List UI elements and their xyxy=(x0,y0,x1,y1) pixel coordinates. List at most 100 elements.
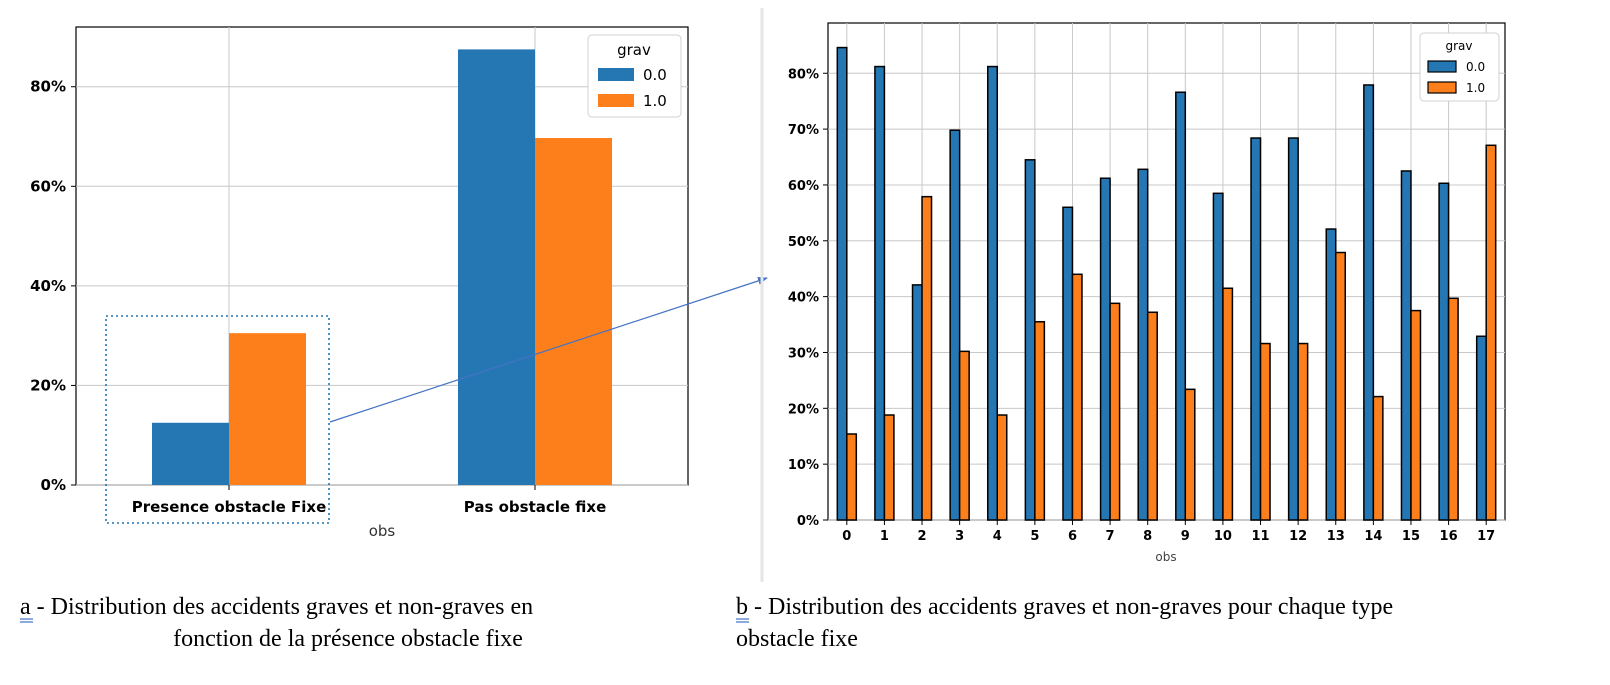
chart-b-bar-10-grav-0 xyxy=(1212,192,1224,521)
chart-b-bar-9-grav-1 xyxy=(1184,388,1196,521)
chart-b-bar-4-grav-0 xyxy=(987,65,998,521)
chart-b-xtick-label-13: 13 xyxy=(1327,529,1345,544)
chart-a-ytick-label-40: 40% xyxy=(30,277,66,295)
chart-b-bar-11-grav-1 xyxy=(1259,342,1271,521)
chart-b-xtick-label-9: 9 xyxy=(1181,529,1190,544)
chart-b-bar-13-grav-1 xyxy=(1335,251,1346,521)
chart-b-legend: grav 0.0 1.0 xyxy=(1419,32,1500,102)
chart-b-ytick-label-60: 60% xyxy=(788,179,819,194)
chart-b-bar-7-grav-0 xyxy=(1099,177,1111,521)
chart-b-bar-8-grav-1 xyxy=(1146,311,1158,521)
chart-b-bar-6-grav-0 xyxy=(1062,206,1074,521)
chart-a-bar-pas-obstacle-fixe-grav-0 xyxy=(458,49,535,486)
chart-a-bars xyxy=(152,49,612,486)
chart-b-bar-17-grav-1 xyxy=(1485,144,1497,521)
chart-b-legend-swatch-1 xyxy=(1427,81,1457,94)
chart-b-bar-11-grav-0 xyxy=(1250,137,1262,521)
chart-b-bar-15-grav-1 xyxy=(1410,309,1422,521)
chart-b-bar-2-grav-0 xyxy=(911,284,923,521)
chart-b-bar-12-grav-1 xyxy=(1297,342,1309,521)
chart-b-xtick-label-7: 7 xyxy=(1106,529,1115,544)
chart-a-legend-swatch-0 xyxy=(598,68,634,81)
connector-arrow xyxy=(329,277,768,423)
chart-b-y-ticks: 0% 10% 20% 30% 40% 50% 60% 70% 80% xyxy=(788,67,828,529)
chart-b-ytick-label-50: 50% xyxy=(788,235,819,250)
chart-b-legend-label-1: 1.0 xyxy=(1466,81,1485,95)
chart-b-ytick-label-70: 70% xyxy=(788,123,819,138)
chart-b-xtick-label-8: 8 xyxy=(1143,529,1152,544)
chart-b-bar-6-grav-1 xyxy=(1071,273,1083,521)
chart-b-xtick-label-12: 12 xyxy=(1289,529,1307,544)
chart-a-legend-label-0: 0.0 xyxy=(643,66,667,84)
chart-b-bar-9-grav-0 xyxy=(1175,91,1187,521)
chart-b-ytick-label-30: 30% xyxy=(788,346,819,361)
chart-b-bar-12-grav-0 xyxy=(1287,137,1299,521)
caption-a-letter: a xyxy=(20,594,31,620)
chart-a: 0% 20% 40% 60% 80% Presence obstacle Fixe Pas… xyxy=(30,26,689,540)
chart-b: 0%10%20%30%40%50%60%70%80% 0 1 2 3 4 5 6 7 8 9 10 1… xyxy=(788,22,1506,564)
chart-b-bar-2-grav-1 xyxy=(921,195,933,521)
chart-a-bar-presence-obstacle-fixe-grav-1 xyxy=(229,333,306,485)
chart-a-x-ticks: Presence obstacle Fixe Pas obstacle fixe xyxy=(132,485,607,516)
chart-a-xtick-label-0: Presence obstacle Fixe xyxy=(132,498,327,516)
chart-b-xtick-label-2: 2 xyxy=(918,529,927,544)
chart-b-bar-14-grav-1 xyxy=(1372,395,1384,521)
chart-b-ytick-label-40: 40% xyxy=(788,291,819,306)
chart-b-xtick-label-0: 0 xyxy=(842,529,851,544)
chart-a-ytick-label-60: 60% xyxy=(30,177,66,195)
chart-b-xtick-label-15: 15 xyxy=(1402,529,1420,544)
chart-b-legend-swatch-0 xyxy=(1427,60,1457,73)
caption-b-line-2: obstacle fixe xyxy=(736,626,858,652)
chart-a-ytick-label-0: 0% xyxy=(41,476,66,494)
chart-b-xtick-label-3: 3 xyxy=(955,529,964,544)
chart-b-xtick-label-11: 11 xyxy=(1251,529,1269,544)
chart-b-xtick-label-14: 14 xyxy=(1364,529,1382,544)
caption-b-line-1: b - Distribution des accidents graves et… xyxy=(736,594,1393,620)
chart-b-bar-8-grav-0 xyxy=(1137,168,1149,521)
chart-b-xtick-label-10: 10 xyxy=(1214,529,1232,544)
chart-a-xtick-label-1: Pas obstacle fixe xyxy=(464,498,607,516)
caption-a-line-1: a - Distribution des accidents graves et… xyxy=(20,594,533,620)
chart-b-bar-3-grav-0 xyxy=(949,129,961,521)
caption-b-text: - Distribution des accidents graves et n… xyxy=(748,594,1393,620)
chart-a-ytick-label-80: 80% xyxy=(30,78,66,96)
chart-a-y-ticks: 0% 20% 40% 60% 80% xyxy=(30,78,76,494)
chart-b-xtick-label-5: 5 xyxy=(1030,529,1039,544)
caption-b-letter: b xyxy=(736,594,748,620)
chart-b-bar-5-grav-1 xyxy=(1034,321,1046,521)
chart-a-ytick-label-20: 20% xyxy=(30,376,66,394)
chart-b-bar-16-grav-0 xyxy=(1438,182,1450,521)
chart-b-ytick-label-0: 0% xyxy=(797,514,819,529)
chart-a-legend-label-1: 1.0 xyxy=(643,92,667,110)
chart-b-bar-16-grav-1 xyxy=(1447,297,1459,521)
chart-b-ytick-label-20: 20% xyxy=(788,402,819,417)
chart-b-xtick-label-6: 6 xyxy=(1068,529,1077,544)
caption-a-text: - Distribution des accidents graves et n… xyxy=(31,594,534,620)
chart-b-legend-label-0: 0.0 xyxy=(1466,60,1485,74)
chart-b-bar-15-grav-0 xyxy=(1400,170,1412,521)
chart-b-x-ticks: 0 1 2 3 4 5 6 7 8 9 10 11 12 13 14 15 16 17 xyxy=(842,520,1495,544)
chart-b-legend-title: grav xyxy=(1445,39,1472,53)
chart-a-legend-title: grav xyxy=(617,41,651,59)
caption-b: b - Distribution des accidents graves et… xyxy=(736,594,1393,652)
chart-b-xtick-label-16: 16 xyxy=(1440,529,1458,544)
chart-b-xtick-label-1: 1 xyxy=(880,529,889,544)
caption-a: a - Distribution des accidents graves et… xyxy=(20,594,533,652)
chart-a-legend: grav 0.0 1.0 xyxy=(587,34,682,118)
chart-a-bar-pas-obstacle-fixe-grav-1 xyxy=(535,138,612,486)
chart-b-bar-0-grav-0 xyxy=(836,46,848,521)
chart-a-bar-presence-obstacle-fixe-grav-0 xyxy=(152,422,229,485)
chart-b-bar-17-grav-0 xyxy=(1475,335,1487,521)
chart-b-bar-0-grav-1 xyxy=(846,433,858,521)
chart-a-x-axis-label: obs xyxy=(369,522,396,540)
chart-b-bars xyxy=(836,46,1497,521)
chart-b-bar-4-grav-1 xyxy=(996,414,1008,521)
chart-b-bar-10-grav-1 xyxy=(1222,287,1234,521)
chart-b-ytick-label-10: 10% xyxy=(788,458,819,473)
chart-b-xtick-label-17: 17 xyxy=(1477,529,1495,544)
caption-a-line-2: fonction de la présence obstacle fixe xyxy=(173,626,523,652)
chart-b-xtick-label-4: 4 xyxy=(993,529,1002,544)
chart-b-bar-13-grav-0 xyxy=(1325,228,1337,521)
chart-b-bar-14-grav-0 xyxy=(1363,84,1375,521)
